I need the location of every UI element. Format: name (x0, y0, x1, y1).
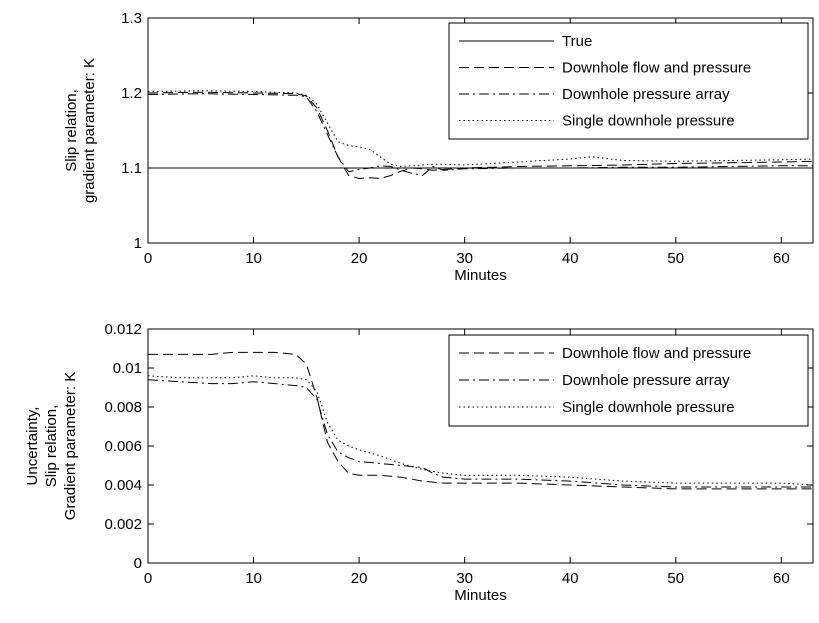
series-line-2 (148, 379, 813, 488)
x-tick-label: 50 (667, 250, 684, 267)
x-tick-label: 0 (144, 570, 152, 587)
series-line-3 (148, 375, 813, 486)
series-line-2 (148, 91, 813, 180)
x-tick-label: 30 (456, 570, 473, 587)
x-tick-label: 20 (351, 250, 368, 267)
x-tick-label: 20 (351, 570, 368, 587)
y-tick-label: 0.002 (104, 516, 142, 533)
x-axis-label: Minutes (454, 587, 507, 604)
x-tick-label: 40 (562, 570, 579, 587)
x-tick-label: 40 (562, 250, 579, 267)
legend-label-2: Downhole flow and pressure (562, 60, 751, 77)
y-tick-label: 0.012 (104, 321, 142, 338)
y-axis-label-line: Slip relation, (43, 405, 60, 488)
y-tick-label: 1 (134, 235, 142, 252)
chart-1: 0 10 20 30 40 50 60 1 1.1 1.2 1.3 Minutes Slip relat… (63, 10, 814, 284)
series-lines (148, 90, 813, 180)
legend-label-1: Downhole flow and pressure (562, 345, 751, 362)
x-tick-label: 60 (773, 250, 790, 267)
legend: True Downhole flow and pressure Downhole p… (448, 22, 809, 140)
legend-label-2: Downhole pressure array (562, 372, 730, 389)
x-tick-label: 50 (667, 570, 684, 587)
legend-label-1: True (562, 33, 592, 50)
y-axis-label-line: Slip relation, (63, 89, 80, 172)
y-tick-label: 0 (134, 555, 142, 572)
plot-frame (147, 17, 814, 244)
y-axis-label-line: Gradient parameter: K (62, 372, 79, 520)
y-tick-label: 0.008 (104, 399, 142, 416)
legend: Downhole flow and pressure Downhole press… (448, 334, 809, 427)
x-tick-label: 60 (773, 570, 790, 587)
chart-2: 0 10 20 30 40 50 60 0 0.002 0.004 0.006 0.008 0.01 0.… (24, 321, 814, 604)
y-tick-label: 1.3 (121, 10, 142, 27)
x-tick-label: 0 (144, 250, 152, 267)
y-axis-label-line: Uncertainty, (24, 407, 41, 486)
legend-label-3: Single downhole pressure (562, 399, 735, 416)
x-axis-label: Minutes (454, 267, 507, 284)
y-tick-label: 0.01 (113, 360, 142, 377)
y-tick-label: 1.1 (121, 160, 142, 177)
y-tick-label: 1.2 (121, 85, 142, 102)
y-axis-label-line: gradient parameter: K (81, 58, 98, 203)
series-line-1 (148, 351, 813, 490)
legend-box (448, 22, 809, 140)
y-tick-label: 0.006 (104, 438, 142, 455)
y-tick-label: 0.004 (104, 477, 142, 494)
x-tick-label: 30 (456, 250, 473, 267)
x-tick-label: 10 (245, 570, 262, 587)
series-lines (148, 351, 813, 490)
x-tick-label: 10 (245, 250, 262, 267)
series-line-4 (148, 90, 813, 168)
legend-label-3: Downhole pressure array (562, 86, 730, 103)
legend-label-4: Single downhole pressure (562, 113, 735, 130)
series-line-3 (148, 93, 813, 177)
